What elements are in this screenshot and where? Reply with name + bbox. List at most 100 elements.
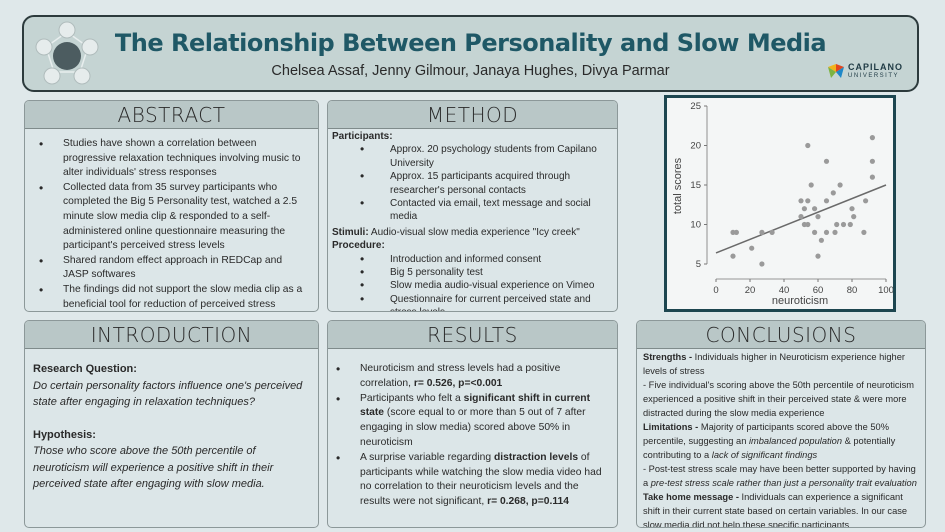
- conclusion-text: Individuals can experience a significant…: [643, 492, 908, 528]
- poster-header: The Relationship Between Personality and…: [22, 15, 919, 92]
- poster-title: The Relationship Between Personality and…: [114, 29, 827, 57]
- data-point: [847, 221, 853, 228]
- university-name: CAPILANO: [848, 62, 903, 72]
- procedure-item: Slow media audio-visual experience on Vi…: [332, 279, 613, 293]
- authors: Chelsea Assaf, Jenny Gilmour, Janaya Hug…: [271, 63, 670, 79]
- take-home-label: Take home message -: [643, 492, 742, 502]
- data-point: [769, 229, 775, 235]
- data-point: [834, 221, 840, 228]
- hypothesis-text: Those who score above the 50th percentil…: [33, 445, 274, 490]
- procedure-item: Questionnaire for current perceived stat…: [332, 293, 613, 311]
- x-axis-label: neuroticism: [772, 295, 828, 307]
- stimuli-text: Audio-visual slow media experience "Icy …: [370, 226, 580, 238]
- x-tick-label: 60: [813, 285, 824, 296]
- data-point: [818, 237, 824, 243]
- procedure-label: Procedure:: [332, 240, 385, 252]
- research-question-label: Research Question:: [33, 363, 137, 375]
- scatter-chart: total scores neuroticism 0 20 40 60 80 100 5 10…: [664, 95, 896, 312]
- abstract-item: Collected data from 35 survey participan…: [33, 181, 310, 254]
- data-point: [823, 198, 830, 204]
- data-point: [798, 198, 804, 204]
- data-point: [805, 198, 811, 204]
- strengths-label: Strengths -: [643, 352, 695, 362]
- data-point: [869, 135, 875, 141]
- data-point: [730, 253, 736, 259]
- procedure-item: Big 5 personality test: [332, 266, 613, 280]
- hypothesis-label: Hypothesis:: [33, 428, 96, 441]
- data-point: [861, 229, 867, 235]
- scatter-plot-svg: total scores neuroticism 0 20 40 60 80 100 5 10…: [672, 101, 894, 307]
- x-tick-label: 20: [745, 285, 756, 296]
- y-tick-label: 25: [690, 101, 701, 112]
- data-point: [798, 214, 804, 220]
- conclusion-emphasis: imbalanced population: [748, 436, 842, 446]
- data-point: [805, 221, 811, 228]
- data-point: [759, 261, 765, 267]
- data-point: [733, 229, 739, 235]
- data-point: [869, 158, 875, 164]
- conclusion-text: Majority of participants scored above th…: [643, 422, 889, 446]
- participants-item: Approx. 20 psychology students from Capi…: [332, 143, 613, 170]
- results-heading: RESULTS: [328, 321, 617, 349]
- result-text: (score equal to or more than 5 out of 7 …: [360, 407, 586, 448]
- result-item: A surprise variable regarding distractio…: [330, 451, 611, 510]
- x-tick-label: 0: [713, 285, 718, 296]
- data-point: [869, 174, 875, 180]
- procedure-item: Introduction and informed consent: [332, 253, 613, 267]
- y-axis-label: total scores: [672, 157, 684, 214]
- x-tick-label: 80: [847, 285, 858, 296]
- data-point: [749, 245, 755, 251]
- data-point: [812, 229, 818, 235]
- introduction-panel: INTRODUCTION Research Question: Do certa…: [24, 320, 319, 528]
- capilano-mark-icon: [828, 64, 844, 78]
- data-point: [849, 206, 855, 212]
- results-panel: RESULTS Neuroticism and stress levels ha…: [327, 320, 618, 528]
- data-point: [832, 229, 838, 235]
- abstract-heading: ABSTRACT: [25, 101, 318, 129]
- y-tick-label: 20: [690, 141, 701, 152]
- conclusion-text: - Five individual's scoring above the 50…: [643, 380, 915, 418]
- abstract-panel: ABSTRACT Studies have shown a correlatio…: [24, 100, 319, 312]
- data-point: [830, 190, 836, 196]
- conclusion-emphasis: pre-test stress scale rather than just a…: [650, 478, 917, 488]
- data-point: [837, 182, 843, 188]
- conclusions-heading: CONCLUSIONS: [637, 321, 925, 349]
- abstract-item: Studies have shown a correlation between…: [33, 137, 310, 181]
- result-emphasis: distraction levels: [493, 451, 579, 463]
- data-point: [815, 253, 821, 259]
- conclusion-text: - Post-test stress scale may have been b…: [643, 464, 916, 488]
- data-point: [808, 182, 814, 188]
- abstract-item: The findings did not support the slow me…: [33, 283, 310, 311]
- result-text: Neuroticism and stress levels had a posi…: [360, 363, 561, 389]
- conclusion-emphasis: lack of significant findings: [711, 450, 818, 460]
- result-emphasis: significant shift in current state: [360, 392, 591, 419]
- y-tick-label: 15: [690, 180, 701, 191]
- method-panel: METHOD Participants: Approx. 20 psycholo…: [327, 100, 618, 312]
- y-tick-label: 10: [690, 220, 701, 231]
- x-tick-label: 100: [878, 285, 893, 296]
- result-text: Participants who felt a: [360, 392, 464, 404]
- data-point: [823, 229, 830, 235]
- stimuli-label: Stimuli:: [332, 226, 369, 238]
- x-tick-label: 40: [779, 285, 790, 296]
- conclusions-panel: CONCLUSIONS Strengths - Individuals high…: [636, 320, 926, 528]
- data-point: [851, 214, 857, 220]
- data-point: [840, 221, 847, 228]
- limitations-label: Limitations -: [643, 422, 701, 432]
- y-tick-label: 5: [696, 259, 701, 270]
- participants-item: Approx. 15 participants acquired through…: [332, 170, 613, 197]
- result-item: Neuroticism and stress levels had a posi…: [330, 362, 611, 392]
- data-point: [815, 214, 821, 220]
- conclusion-text: & potentially contributing to a: [643, 436, 896, 460]
- personality-diagram-logo: [35, 21, 99, 85]
- result-stat: r= 0.268, p=0.114: [487, 496, 569, 508]
- introduction-heading: INTRODUCTION: [25, 321, 318, 349]
- result-text: of participants while watching the slow …: [360, 451, 602, 508]
- participants-item: Contacted via email, text message and so…: [332, 197, 613, 224]
- data-point: [863, 198, 869, 204]
- abstract-item: Shared random effect approach in REDCap …: [33, 254, 310, 283]
- university-logo: CAPILANO UNIVERSITY: [828, 63, 903, 81]
- result-stat: r= 0.526, p=<0.001: [413, 377, 503, 389]
- data-point: [801, 206, 807, 212]
- participants-label: Participants:: [332, 131, 393, 142]
